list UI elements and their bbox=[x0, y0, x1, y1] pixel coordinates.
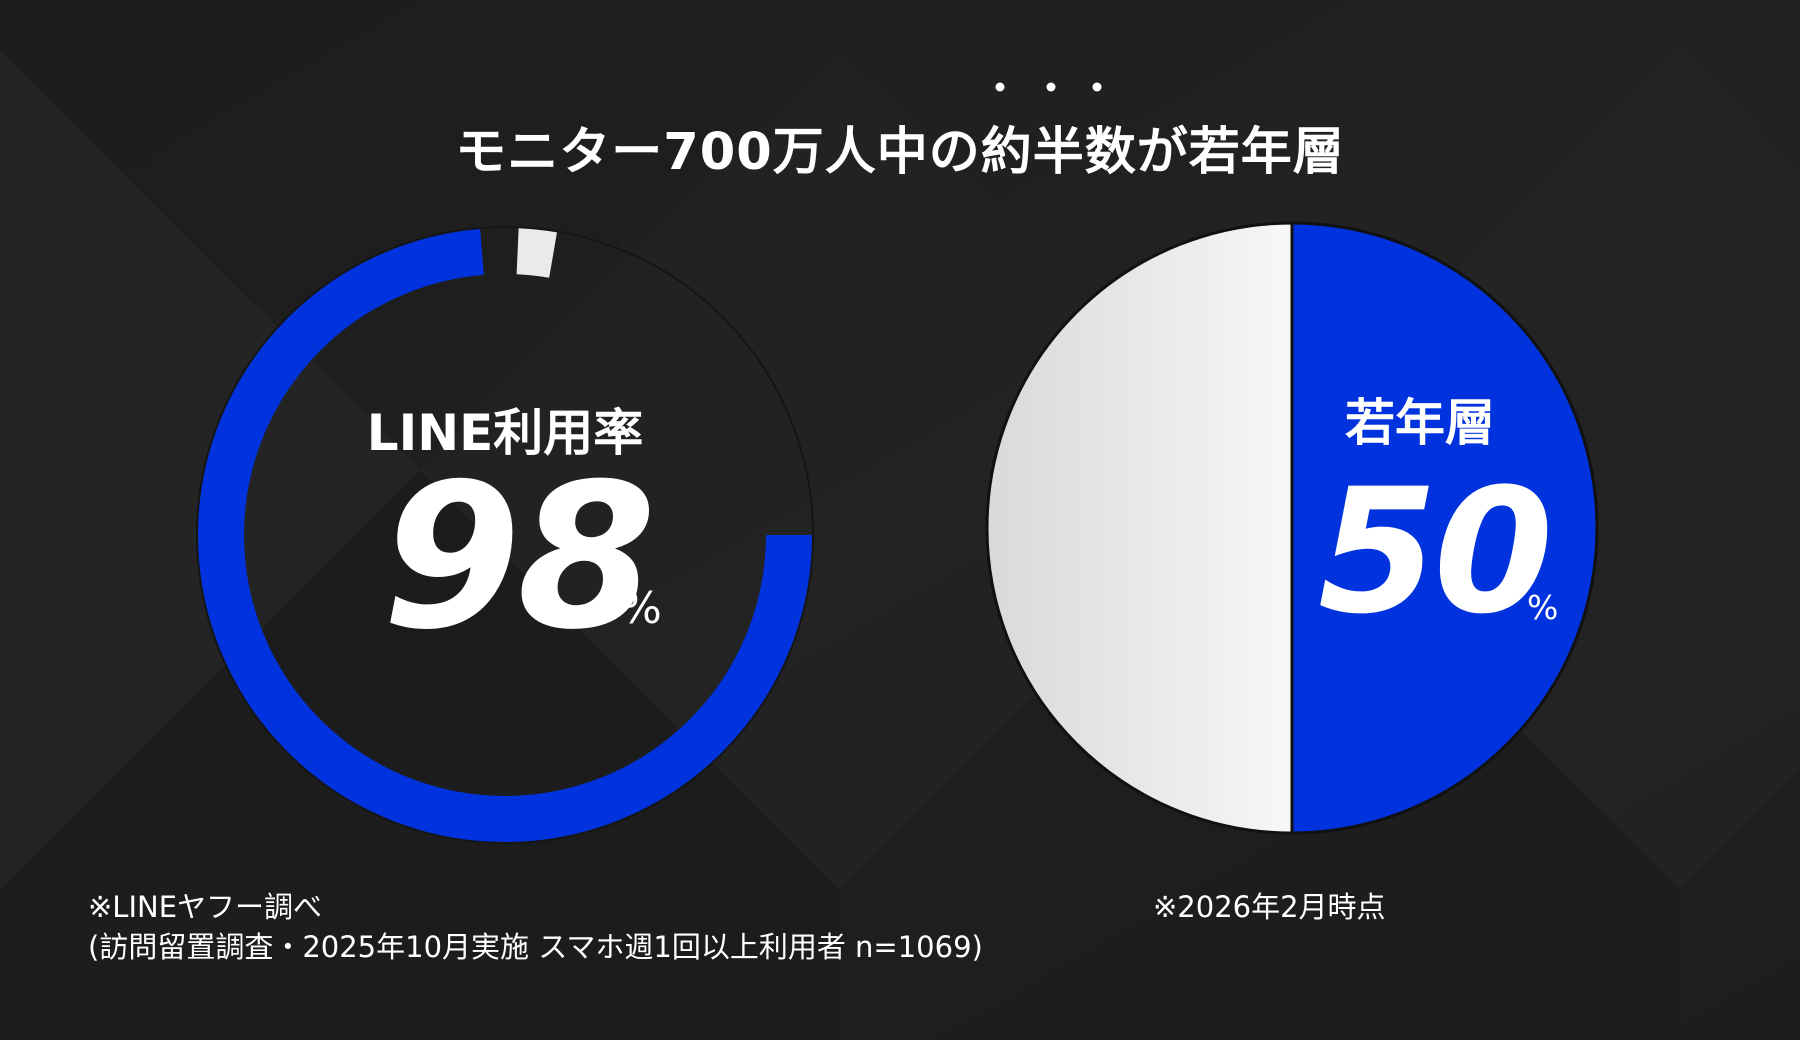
emphasis-dot bbox=[1092, 82, 1102, 92]
date-note: ※2026年2月時点 bbox=[1153, 890, 1386, 924]
source-note: ※LINEヤフー調べ bbox=[88, 890, 323, 924]
line-usage-label: LINE利用率 bbox=[366, 404, 644, 462]
donut-segment-line-users bbox=[198, 228, 812, 842]
survey-detail-note: (訪問留置調査・2025年10月実施 スマホ週1回以上利用者 n=1069) bbox=[88, 930, 983, 964]
title-emphasis-dots bbox=[995, 82, 1102, 92]
line-usage-donut-chart bbox=[196, 226, 814, 844]
pie-slice-other bbox=[985, 221, 1294, 835]
line-usage-unit: % bbox=[620, 583, 662, 634]
youth-share-label: 若年層 bbox=[1345, 394, 1495, 452]
youth-share-unit: % bbox=[1527, 588, 1559, 627]
pie-slice-youth bbox=[1290, 221, 1599, 835]
donut-outline bbox=[196, 226, 814, 844]
emphasis-dot bbox=[995, 82, 1005, 92]
emphasis-dot bbox=[1046, 82, 1056, 92]
youth-share-value: 50 bbox=[1318, 451, 1553, 652]
youth-share-pie-chart bbox=[985, 221, 1599, 835]
page-title: モニター700万人中の約半数が若年層 bbox=[455, 123, 1345, 182]
line-usage-value: 98 bbox=[382, 441, 656, 674]
